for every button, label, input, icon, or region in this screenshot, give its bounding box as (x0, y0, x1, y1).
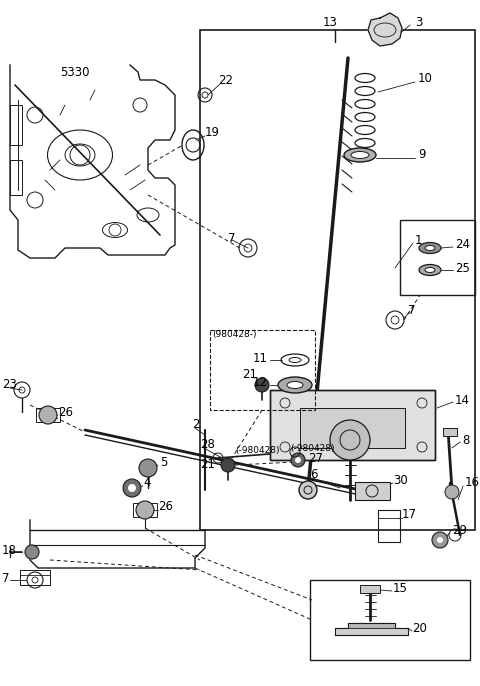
Text: 21: 21 (200, 458, 215, 471)
Bar (200, 30, 475, 530)
Bar (348, 623, 395, 628)
Text: 11: 11 (253, 351, 268, 364)
Text: (980428-): (980428-) (212, 331, 256, 340)
Circle shape (437, 537, 443, 543)
Text: 16: 16 (465, 477, 480, 490)
Text: 7: 7 (2, 571, 10, 584)
Bar (270, 390, 435, 460)
Circle shape (432, 532, 448, 548)
Ellipse shape (351, 152, 369, 158)
Ellipse shape (419, 242, 441, 254)
Text: 2: 2 (192, 418, 200, 431)
Bar (355, 482, 390, 500)
Ellipse shape (419, 265, 441, 276)
Circle shape (330, 420, 370, 460)
Text: 1: 1 (415, 233, 422, 246)
Text: (-980428): (-980428) (235, 445, 279, 455)
Ellipse shape (425, 246, 435, 250)
Text: 14: 14 (455, 394, 470, 407)
Text: 9: 9 (418, 148, 425, 161)
Text: 5330: 5330 (60, 67, 90, 80)
Circle shape (221, 458, 235, 472)
Text: (-980428): (-980428) (290, 444, 335, 453)
Text: 22: 22 (218, 73, 233, 86)
Circle shape (39, 406, 57, 424)
Text: 27: 27 (308, 451, 323, 464)
Ellipse shape (344, 148, 376, 162)
Circle shape (291, 453, 305, 467)
Circle shape (295, 457, 301, 463)
Bar (36, 408, 60, 422)
Text: 30: 30 (393, 473, 408, 486)
Bar (10, 105, 22, 145)
Circle shape (123, 479, 141, 497)
Bar (378, 510, 400, 542)
Bar (443, 428, 457, 436)
Bar (310, 580, 470, 660)
Circle shape (445, 485, 459, 499)
Circle shape (299, 481, 317, 499)
Circle shape (128, 484, 136, 492)
Polygon shape (335, 623, 408, 635)
Text: 10: 10 (418, 71, 433, 84)
Circle shape (136, 501, 154, 519)
Text: 12: 12 (253, 377, 268, 390)
Text: 29: 29 (452, 523, 467, 536)
Text: 4: 4 (143, 477, 151, 490)
Ellipse shape (287, 381, 303, 388)
Text: 26: 26 (58, 405, 73, 418)
Polygon shape (368, 13, 402, 46)
Bar (300, 408, 405, 448)
Bar (270, 390, 435, 460)
Text: 21: 21 (242, 368, 257, 381)
Text: 7: 7 (228, 231, 236, 244)
Text: 3: 3 (415, 16, 422, 29)
Text: 7: 7 (408, 303, 416, 316)
Text: 25: 25 (455, 261, 470, 274)
Bar (360, 585, 380, 593)
Bar (10, 160, 22, 195)
Circle shape (255, 378, 269, 392)
Ellipse shape (425, 268, 435, 272)
Text: 15: 15 (393, 582, 408, 595)
Text: 8: 8 (462, 434, 469, 447)
Circle shape (25, 545, 39, 559)
Bar (210, 330, 315, 410)
Text: 6: 6 (310, 469, 317, 482)
Text: 26: 26 (158, 501, 173, 514)
Ellipse shape (278, 377, 312, 393)
Text: 24: 24 (455, 237, 470, 250)
Text: 5: 5 (160, 456, 168, 469)
Text: 18: 18 (2, 543, 17, 556)
Text: 20: 20 (412, 622, 427, 635)
Bar (400, 220, 475, 295)
Bar (133, 503, 157, 517)
Text: 23: 23 (2, 379, 17, 392)
Circle shape (139, 459, 157, 477)
Text: 17: 17 (402, 508, 417, 521)
Text: 13: 13 (323, 16, 337, 29)
Text: 28: 28 (200, 438, 215, 451)
Bar (20, 570, 50, 585)
Text: 19: 19 (205, 126, 220, 139)
